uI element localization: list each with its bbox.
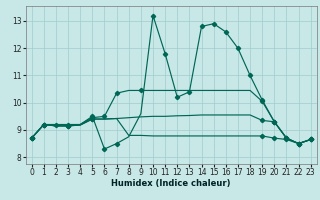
- X-axis label: Humidex (Indice chaleur): Humidex (Indice chaleur): [111, 179, 231, 188]
